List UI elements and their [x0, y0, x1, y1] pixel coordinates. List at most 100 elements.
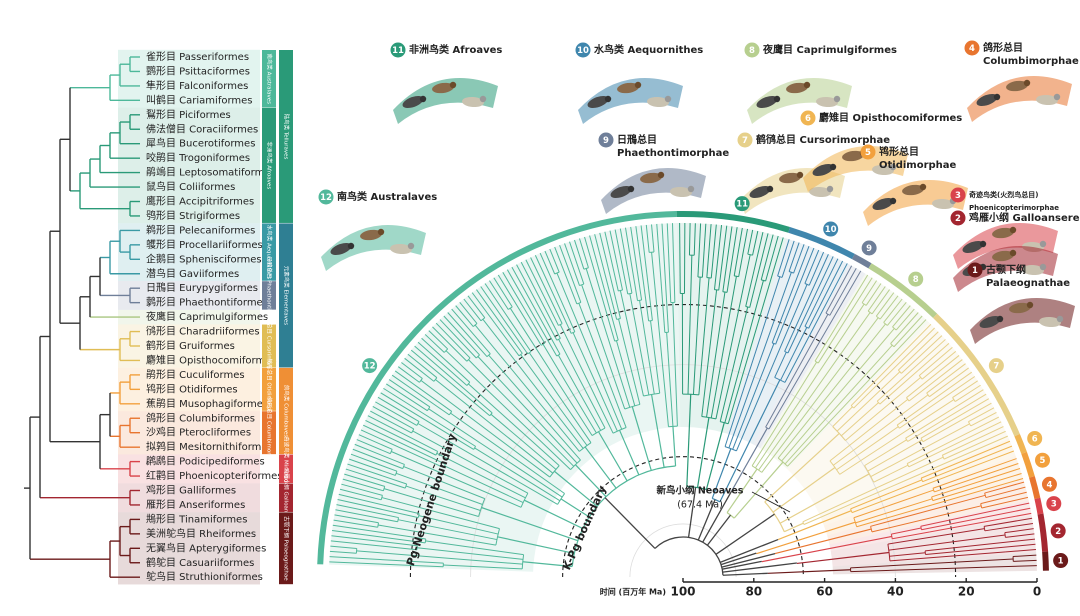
tree-branch — [784, 522, 804, 533]
tree-branch — [398, 519, 498, 541]
clade-label-badge — [390, 42, 406, 58]
clade-label: 鸽形总目 — [983, 41, 1023, 54]
tree-branch — [718, 225, 728, 291]
bird-illustration — [962, 240, 984, 254]
tree-branch — [765, 235, 779, 282]
clade-number-badge — [734, 196, 750, 212]
bird-illustration — [829, 163, 837, 171]
tree-branch — [339, 488, 382, 501]
clade-number: 1 — [1058, 557, 1064, 567]
tree-branch — [509, 307, 593, 436]
axis-tick-label: 20 — [958, 585, 975, 599]
tree-branch — [1005, 533, 1035, 538]
tree-branch — [855, 498, 933, 524]
tree-branch — [463, 298, 482, 322]
tree-branch — [864, 465, 875, 483]
order-label: 叫鹤目 Cariamiformes — [146, 93, 253, 106]
tree-branch — [569, 241, 585, 285]
tree-branch — [693, 223, 696, 256]
order-label: 䳍形目 Tinamiformes — [146, 512, 247, 525]
clade-label: 麝雉目 Opisthocomiformes — [819, 111, 962, 124]
clade-band — [933, 313, 1020, 437]
clade-number: 2 — [1055, 527, 1061, 537]
order-label: 雁形目 Anseriformes — [146, 499, 245, 511]
tree-branch — [395, 472, 483, 505]
bird-illustration — [1039, 263, 1047, 271]
clade-label-number: 8 — [749, 46, 755, 56]
tree-branch — [356, 439, 391, 455]
tree-branch — [443, 463, 446, 468]
tree-branch — [394, 370, 453, 412]
tree-branch — [639, 300, 655, 395]
tree-branch — [921, 350, 957, 380]
group-label: 陆鸟类 Telluraves — [283, 114, 291, 160]
bird-illustration — [449, 81, 457, 89]
tree-branch — [624, 403, 641, 410]
clade-number: 7 — [993, 362, 999, 372]
order-label: 日鳽目 Eurypygiformes — [146, 281, 258, 294]
tree-branch — [484, 283, 532, 352]
group-label: 奇迹鸟类 Mirandornithes — [283, 436, 291, 501]
tree-branch — [896, 424, 900, 429]
tree-branch — [814, 360, 819, 364]
tree-branch — [981, 496, 1029, 509]
clade-label: Columbimorphae — [983, 56, 1079, 67]
tree-branch — [615, 340, 636, 406]
tree-branch — [584, 236, 616, 342]
bird-illustration — [432, 82, 454, 94]
bird-illustration — [634, 81, 642, 89]
tree-branch — [497, 274, 542, 346]
tree-branch — [329, 561, 444, 568]
tree-branch — [381, 497, 500, 530]
order-label: 潜鸟目 Gaviiformes — [146, 267, 239, 280]
tree-branch — [876, 400, 881, 405]
tree-branch — [363, 424, 446, 465]
bird-illustration — [993, 93, 1001, 101]
tree-branch — [864, 439, 907, 467]
tree-branch — [527, 351, 532, 355]
order-label: 鹦形目 Psittaciformes — [146, 64, 250, 77]
tree-branch — [873, 464, 909, 483]
bird-illustration — [749, 185, 771, 199]
bird-illustration — [872, 197, 894, 211]
order-label: 鸡形目 Galliformes — [146, 484, 236, 497]
tree-branch — [334, 514, 379, 524]
clade-label: 鸡雁小纲 Galloanseres — [968, 211, 1080, 224]
tree-branch — [476, 289, 523, 354]
bird-illustration — [1053, 93, 1061, 101]
tree-branch — [767, 569, 851, 574]
order-label: 鹈形目 Pelecaniformes — [146, 223, 255, 236]
clade-label-number: 5 — [865, 148, 871, 158]
tree-branch — [836, 371, 901, 432]
illustration-swoosh — [967, 76, 1072, 122]
group-background — [118, 49, 260, 108]
tree-branch — [888, 534, 1006, 551]
tree-branch — [451, 308, 491, 355]
tree-branch — [851, 458, 994, 514]
tree-branch — [549, 248, 560, 273]
bird-illustration — [1026, 301, 1034, 309]
tree-branch — [544, 250, 556, 275]
bird-illustration — [1039, 316, 1061, 328]
bird-illustration — [872, 164, 894, 176]
tree-branch — [635, 226, 650, 322]
tree-branch — [599, 232, 621, 319]
tree-branch — [934, 463, 1019, 493]
tree-branch — [861, 280, 877, 304]
clade-label: 南鸟类 Australaves — [337, 190, 437, 203]
tree-branch — [585, 268, 631, 408]
group-label: 鹤鸻总目 Cursorimorphae — [266, 312, 274, 381]
tree-branch — [490, 413, 557, 470]
tree-branch — [931, 468, 1021, 498]
clade-band — [317, 211, 677, 565]
clade-wedge — [787, 322, 1009, 519]
clade-label-number: 1 — [972, 266, 978, 276]
clade-wedge — [827, 479, 1029, 545]
tree-branch — [784, 254, 829, 352]
tree-branch — [557, 354, 602, 431]
tree-branch — [467, 295, 486, 319]
bird-illustration — [976, 93, 998, 107]
tree-branch — [360, 429, 444, 469]
tree-branch — [336, 504, 399, 519]
